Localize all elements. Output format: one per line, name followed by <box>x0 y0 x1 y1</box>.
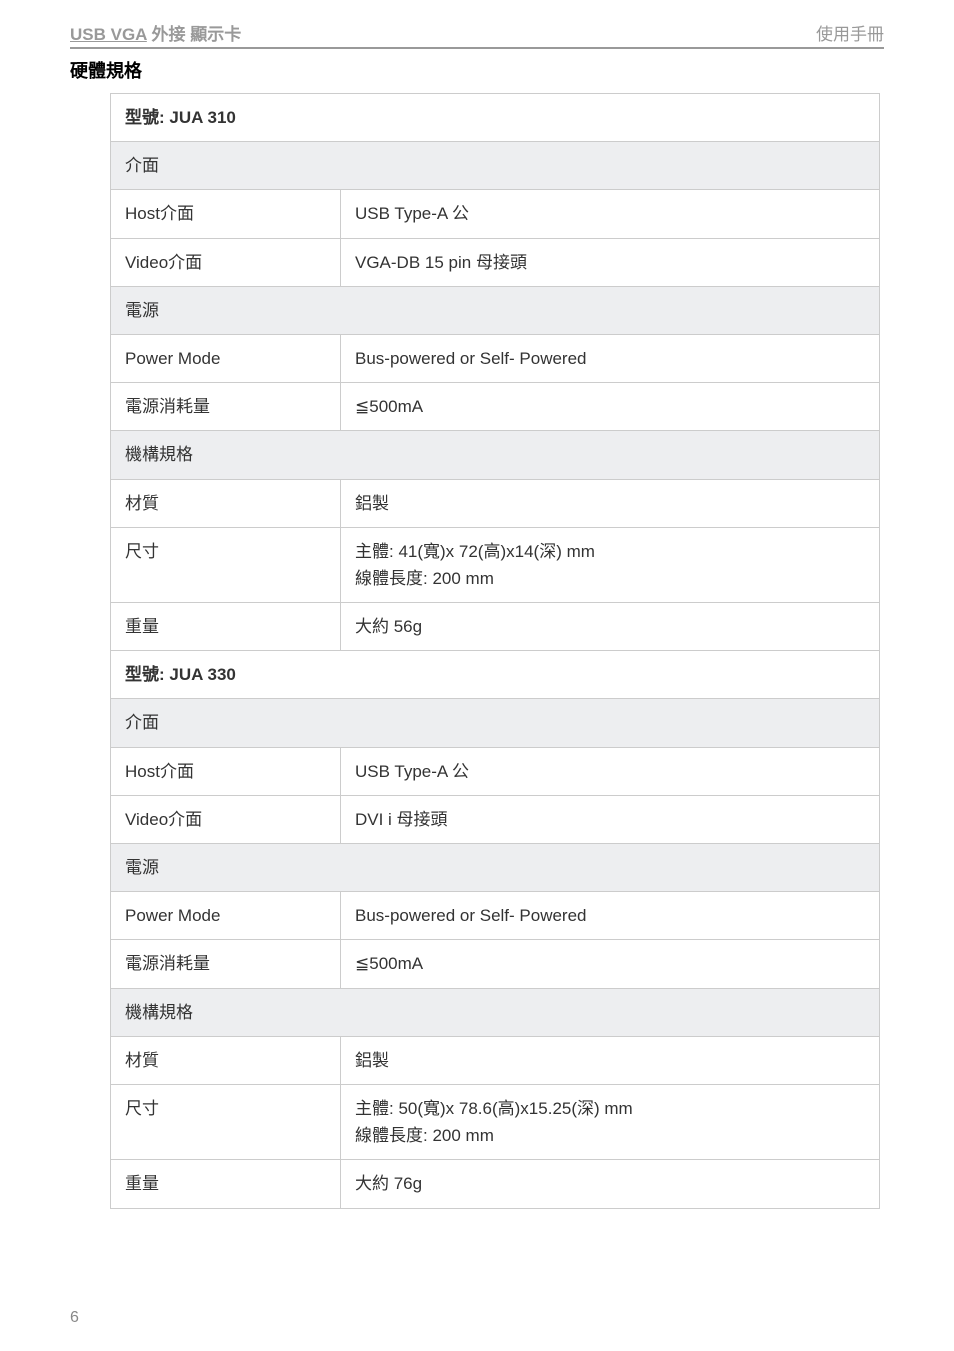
spec-label: Host介面 <box>111 190 341 238</box>
group-label: 介面 <box>111 699 880 747</box>
spec-table-body: 型號: JUA 310介面Host介面USB Type-A 公Video介面VG… <box>111 94 880 1209</box>
spec-row: 重量大約 56g <box>111 603 880 651</box>
spec-row: Host介面USB Type-A 公 <box>111 190 880 238</box>
spec-row: 電源消耗量≦500mA <box>111 940 880 988</box>
group-label: 電源 <box>111 286 880 334</box>
spec-value: Bus-powered or Self- Powered <box>341 334 880 382</box>
group-row: 介面 <box>111 142 880 190</box>
spec-value: 鋁製 <box>341 479 880 527</box>
spec-row: 尺寸主體: 41(寬)x 72(高)x14(深) mm線體長度: 200 mm <box>111 527 880 602</box>
spec-value: 大約 56g <box>341 603 880 651</box>
spec-label: Power Mode <box>111 334 341 382</box>
header-left-suffix: 外接 顯示卡 <box>147 25 241 44</box>
spec-value: USB Type-A 公 <box>341 190 880 238</box>
section-title: 硬體規格 <box>70 57 884 83</box>
group-label: 介面 <box>111 142 880 190</box>
group-label: 機構規格 <box>111 988 880 1036</box>
group-label: 電源 <box>111 844 880 892</box>
spec-value: VGA-DB 15 pin 母接頭 <box>341 238 880 286</box>
group-row: 機構規格 <box>111 988 880 1036</box>
spec-value: 主體: 41(寬)x 72(高)x14(深) mm線體長度: 200 mm <box>341 527 880 602</box>
group-row: 介面 <box>111 699 880 747</box>
page-header: USB VGA 外接 顯示卡 使用手冊 <box>70 20 884 49</box>
group-row: 電源 <box>111 844 880 892</box>
spec-label: 材質 <box>111 1036 341 1084</box>
spec-value: ≦500mA <box>341 383 880 431</box>
spec-row: Host介面USB Type-A 公 <box>111 747 880 795</box>
spec-value: ≦500mA <box>341 940 880 988</box>
spec-value: 主體: 50(寬)x 78.6(高)x15.25(深) mm線體長度: 200 … <box>341 1084 880 1159</box>
header-left: USB VGA 外接 顯示卡 <box>70 20 241 45</box>
model-row: 型號: JUA 310 <box>111 94 880 142</box>
spec-row: 材質鋁製 <box>111 479 880 527</box>
page-number: 6 <box>70 1309 79 1327</box>
spec-label: 材質 <box>111 479 341 527</box>
spec-row: Power ModeBus-powered or Self- Powered <box>111 334 880 382</box>
spec-label: Host介面 <box>111 747 341 795</box>
spec-value: 鋁製 <box>341 1036 880 1084</box>
spec-value: USB Type-A 公 <box>341 747 880 795</box>
spec-value: 大約 76g <box>341 1160 880 1208</box>
spec-row: 電源消耗量≦500mA <box>111 383 880 431</box>
spec-label: 電源消耗量 <box>111 940 341 988</box>
spec-label: 重量 <box>111 603 341 651</box>
spec-value: DVI i 母接頭 <box>341 795 880 843</box>
spec-row: Video介面VGA-DB 15 pin 母接頭 <box>111 238 880 286</box>
spec-row: Video介面DVI i 母接頭 <box>111 795 880 843</box>
model-row: 型號: JUA 330 <box>111 651 880 699</box>
spec-label: Video介面 <box>111 238 341 286</box>
model-label: 型號: JUA 310 <box>111 94 880 142</box>
spec-row: 重量大約 76g <box>111 1160 880 1208</box>
header-right: 使用手冊 <box>816 20 884 45</box>
spec-value: Bus-powered or Self- Powered <box>341 892 880 940</box>
spec-table: 型號: JUA 310介面Host介面USB Type-A 公Video介面VG… <box>110 93 880 1209</box>
group-row: 電源 <box>111 286 880 334</box>
spec-label: 尺寸 <box>111 527 341 602</box>
group-label: 機構規格 <box>111 431 880 479</box>
spec-label: Power Mode <box>111 892 341 940</box>
spec-row: 材質鋁製 <box>111 1036 880 1084</box>
spec-row: Power ModeBus-powered or Self- Powered <box>111 892 880 940</box>
spec-label: 電源消耗量 <box>111 383 341 431</box>
spec-row: 尺寸主體: 50(寬)x 78.6(高)x15.25(深) mm線體長度: 20… <box>111 1084 880 1159</box>
spec-label: 尺寸 <box>111 1084 341 1159</box>
spec-label: 重量 <box>111 1160 341 1208</box>
spec-label: Video介面 <box>111 795 341 843</box>
header-left-prefix: USB VGA <box>70 25 147 44</box>
group-row: 機構規格 <box>111 431 880 479</box>
model-label: 型號: JUA 330 <box>111 651 880 699</box>
